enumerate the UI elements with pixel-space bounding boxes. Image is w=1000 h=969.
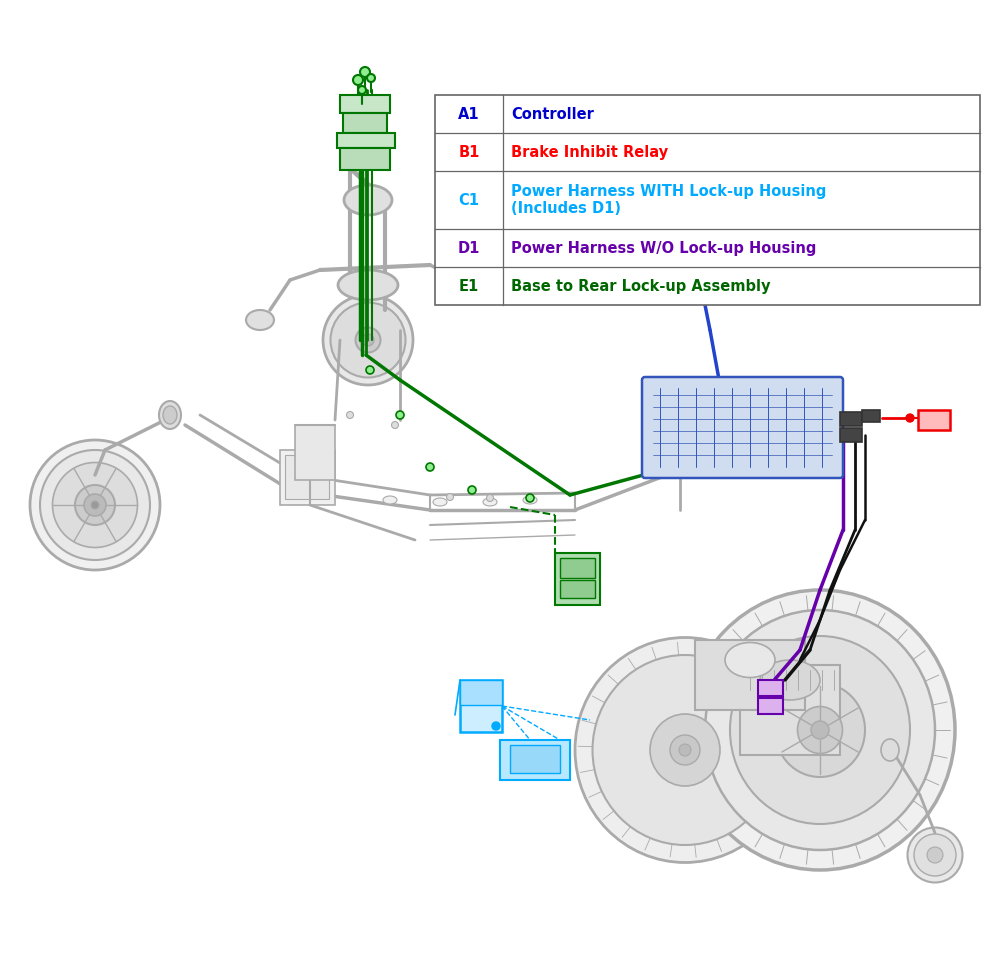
Bar	[695, 640, 805, 710]
Ellipse shape	[914, 834, 956, 876]
Ellipse shape	[323, 295, 413, 385]
Ellipse shape	[396, 411, 404, 419]
Bar	[510, 745, 560, 773]
Ellipse shape	[356, 328, 380, 353]
Ellipse shape	[362, 334, 374, 346]
Text: A1: A1	[458, 107, 480, 121]
Ellipse shape	[679, 744, 691, 756]
Ellipse shape	[347, 412, 354, 419]
Ellipse shape	[344, 185, 392, 215]
Ellipse shape	[433, 498, 447, 506]
Text: Controller: Controller	[511, 107, 594, 121]
Ellipse shape	[75, 485, 115, 525]
Bar	[460, 680, 502, 705]
Text: B1: B1	[458, 144, 480, 160]
Ellipse shape	[575, 638, 795, 862]
Ellipse shape	[526, 494, 534, 502]
Ellipse shape	[392, 422, 398, 428]
Ellipse shape	[725, 642, 775, 677]
Ellipse shape	[358, 86, 366, 94]
Ellipse shape	[30, 440, 160, 570]
Ellipse shape	[91, 501, 99, 509]
Ellipse shape	[666, 262, 682, 274]
Ellipse shape	[523, 496, 537, 504]
Ellipse shape	[426, 463, 434, 471]
Ellipse shape	[811, 721, 829, 739]
Ellipse shape	[908, 828, 962, 883]
Text: C1: C1	[459, 193, 480, 207]
Ellipse shape	[383, 496, 397, 504]
Ellipse shape	[84, 494, 106, 516]
Ellipse shape	[468, 486, 476, 494]
Ellipse shape	[40, 450, 150, 560]
Ellipse shape	[670, 735, 700, 765]
Ellipse shape	[927, 847, 943, 863]
Bar	[918, 410, 950, 430]
Text: Brake Inhibit Relay: Brake Inhibit Relay	[511, 144, 668, 160]
Bar	[460, 680, 502, 732]
Bar	[840, 412, 862, 426]
Ellipse shape	[730, 636, 910, 824]
Text: To
Joystick: To Joystick	[663, 238, 697, 258]
Bar	[840, 428, 862, 442]
Bar	[560, 580, 595, 598]
Circle shape	[492, 722, 500, 730]
Ellipse shape	[446, 493, 454, 501]
Bar	[758, 680, 783, 696]
Bar	[435, 95, 980, 305]
Ellipse shape	[330, 302, 406, 378]
Ellipse shape	[52, 462, 138, 547]
Bar	[285, 455, 329, 499]
Ellipse shape	[650, 714, 720, 786]
Ellipse shape	[353, 75, 363, 85]
Text: E1: E1	[459, 278, 479, 294]
Ellipse shape	[760, 660, 820, 700]
Bar	[555, 553, 600, 605]
Ellipse shape	[483, 498, 497, 506]
Ellipse shape	[486, 494, 494, 502]
Text: D1: D1	[458, 240, 480, 256]
Bar	[340, 95, 390, 113]
Bar	[337, 133, 395, 148]
Circle shape	[906, 414, 914, 422]
Ellipse shape	[163, 406, 177, 424]
Ellipse shape	[705, 610, 935, 850]
Ellipse shape	[366, 366, 374, 374]
Text: Power Harness W/O Lock-up Housing: Power Harness W/O Lock-up Housing	[511, 240, 816, 256]
Bar	[343, 113, 387, 133]
Bar	[500, 740, 570, 780]
Bar	[862, 410, 880, 422]
Ellipse shape	[881, 739, 899, 761]
Bar	[340, 148, 390, 170]
Text: Base to Rear Lock-up Assembly: Base to Rear Lock-up Assembly	[511, 278, 771, 294]
Ellipse shape	[367, 74, 375, 82]
Ellipse shape	[338, 270, 398, 300]
Ellipse shape	[592, 655, 778, 845]
Bar	[280, 450, 335, 505]
Bar	[560, 558, 595, 578]
Bar	[740, 665, 840, 755]
Ellipse shape	[159, 401, 181, 429]
Text: Power Harness WITH Lock-up Housing
(Includes D1): Power Harness WITH Lock-up Housing (Incl…	[511, 184, 826, 216]
Ellipse shape	[360, 67, 370, 77]
Ellipse shape	[685, 590, 955, 870]
FancyBboxPatch shape	[642, 377, 843, 478]
Ellipse shape	[246, 310, 274, 330]
Bar	[295, 425, 335, 480]
Bar	[758, 698, 783, 714]
Ellipse shape	[775, 683, 865, 777]
Ellipse shape	[798, 706, 842, 754]
